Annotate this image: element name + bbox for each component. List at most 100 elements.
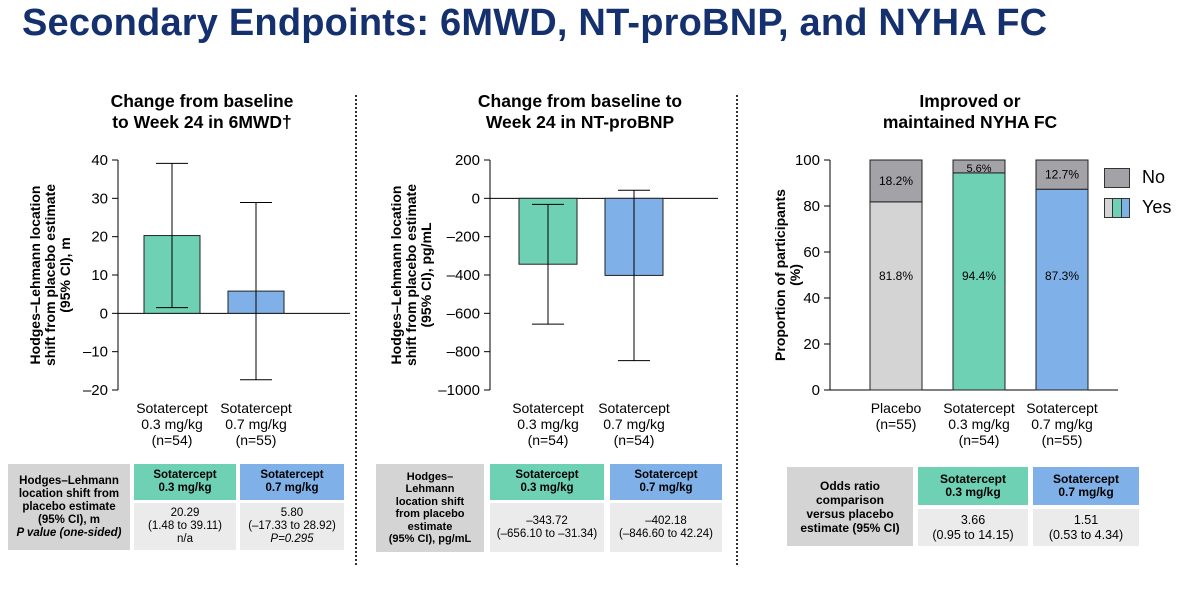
table-text: Hodges–	[406, 470, 454, 483]
table-text: –343.72	[526, 514, 568, 527]
panel3-col1-values: 3.66 (0.95 to 14.15)	[918, 509, 1028, 546]
panel1-title: Change from baseline to Week 24 in 6MWD†	[62, 91, 342, 133]
table-text: (–846.60 to 42.24)	[619, 527, 713, 540]
panel3-title: Improved or maintained NYHA FC	[830, 91, 1110, 133]
panel3-title-line1: Improved or	[919, 91, 1021, 111]
bar-yes	[869, 201, 923, 391]
y-axis-title: shift from placebo estimate	[403, 184, 419, 366]
table-text: 1.51	[1073, 512, 1099, 527]
bar-yes	[952, 172, 1006, 391]
table-text: 0.7 mg/kg	[639, 482, 693, 494]
table-text: comparison	[815, 492, 884, 507]
page-title: Secondary Endpoints: 6MWD, NT-proBNP, an…	[22, 2, 1048, 44]
legend-yes-swatch	[1104, 198, 1130, 218]
y-tick-label: 40	[91, 152, 108, 169]
x-category-label: Placebo	[871, 400, 922, 416]
table-text: 0.3 mg/kg	[520, 482, 574, 494]
x-category-label: Sotatercept	[598, 400, 670, 416]
panel2-title-line2: Week 24 in NT-proBNP	[485, 112, 675, 132]
data-label-yes: 94.4%	[962, 269, 996, 283]
panel1-col1-header: Sotatercept 0.3 mg/kg	[134, 464, 236, 500]
y-tick-label: –400	[447, 267, 480, 284]
table-text: Sotatercept	[515, 469, 579, 481]
table-text: (1.48 to 39.11)	[148, 520, 222, 532]
y-tick-label: –1000	[438, 382, 480, 399]
x-category-label: (n=54)	[959, 432, 1000, 448]
panel2-col1-header: Sotatercept 0.3 mg/kg	[490, 464, 604, 500]
data-label-yes: 81.8%	[879, 269, 913, 283]
x-category-label: (n=55)	[876, 416, 917, 432]
legend-yes-label: Yes	[1142, 197, 1172, 217]
legend-no-swatch	[1104, 168, 1130, 188]
x-category-label: Sotatercept	[943, 400, 1015, 416]
panel2-title-line1: Change from baseline to	[477, 91, 683, 111]
panel1-col2-values: 5.80 (–17.33 to 28.92) P=0.295	[240, 503, 344, 550]
x-category-label: (n=54)	[528, 432, 569, 448]
panel2-title: Change from baseline to Week 24 in NT-pr…	[440, 91, 720, 133]
legend-no-label: No	[1142, 167, 1166, 187]
y-tick-label: 20	[803, 336, 820, 353]
table-text: 0.7 mg/kg	[265, 482, 319, 494]
table-text: 5.80	[280, 507, 304, 519]
x-category-label: Sotatercept	[220, 400, 292, 416]
x-category-label: Sotatercept	[512, 400, 584, 416]
table-text: 20.29	[170, 507, 200, 519]
table-text: 0.3 mg/kg	[158, 482, 212, 494]
table-text: (0.95 to 14.15)	[932, 527, 1014, 542]
y-axis-title: Hodges–Lehmann location	[27, 186, 43, 365]
x-category-label: 0.3 mg/kg	[948, 416, 1009, 432]
x-category-label: (n=55)	[1042, 432, 1083, 448]
y-tick-label: 200	[455, 152, 480, 169]
table-text: versus placebo	[806, 506, 894, 521]
y-tick-label: 30	[91, 190, 108, 207]
panel3-col2-header: Sotatercept 0.7 mg/kg	[1033, 467, 1139, 505]
y-tick-label: 20	[91, 229, 108, 246]
y-tick-label: –200	[447, 229, 480, 246]
data-label-no: 12.7%	[1045, 168, 1079, 182]
table-text: P value (one-sided)	[16, 526, 122, 539]
table-text: –402.18	[645, 514, 687, 527]
y-axis-title: (95% CI), pg/mL	[418, 222, 434, 327]
x-category-label: (n=54)	[614, 432, 655, 448]
y-tick-label: 0	[100, 305, 108, 322]
y-tick-label: 0	[812, 382, 820, 399]
data-label-no: 5.6%	[966, 163, 991, 175]
table-text: from placebo	[395, 508, 465, 520]
table-text: Sotatercept	[260, 469, 324, 481]
table-text: Sotatercept	[1052, 472, 1120, 486]
y-tick-label: –20	[83, 382, 108, 399]
table-text: location shift	[395, 495, 465, 508]
x-category-label: 0.7 mg/kg	[603, 416, 664, 432]
panel1-table-row-header: Hodges–Lehmann location shift from place…	[8, 464, 130, 550]
y-tick-label: 10	[91, 267, 108, 284]
table-text: placebo estimate	[22, 500, 116, 513]
data-label-no: 18.2%	[879, 174, 913, 188]
y-tick-label: –600	[447, 305, 480, 322]
panel3-col1-header: Sotatercept 0.3 mg/kg	[918, 467, 1028, 505]
y-tick-label: 80	[803, 198, 820, 215]
panel2-col2-values: –402.18 (–846.60 to 42.24)	[610, 503, 722, 552]
table-text: estimate	[407, 520, 453, 533]
x-category-label: 0.3 mg/kg	[517, 416, 578, 432]
table-text: 3.66	[960, 512, 986, 527]
y-tick-label: –800	[447, 344, 480, 361]
table-text: estimate (95% CI)	[800, 520, 900, 535]
y-axis-title: Hodges–Lehmann location	[388, 186, 404, 365]
panel3-col2-values: 1.51 (0.53 to 4.34)	[1033, 509, 1139, 546]
table-text: 0.3 mg/kg	[945, 485, 1001, 499]
table-text: (–656.10 to –31.34)	[496, 527, 598, 540]
bar-no	[869, 159, 923, 203]
bar-no	[952, 159, 1006, 174]
table-text: 0.7 mg/kg	[1058, 485, 1114, 499]
y-tick-label: 0	[472, 190, 480, 207]
separator-1	[355, 95, 357, 565]
panel1-col1-values: 20.29 (1.48 to 39.11) n/a	[134, 503, 236, 550]
y-axis-title: (95% CI), m	[57, 237, 73, 312]
y-axis-title: (%)	[787, 264, 803, 286]
x-category-label: Sotatercept	[1026, 400, 1098, 416]
x-category-label: 0.7 mg/kg	[1031, 416, 1092, 432]
panel1-title-line1: Change from baseline	[110, 91, 294, 111]
y-tick-label: –10	[83, 344, 108, 361]
table-text: n/a	[177, 533, 193, 545]
